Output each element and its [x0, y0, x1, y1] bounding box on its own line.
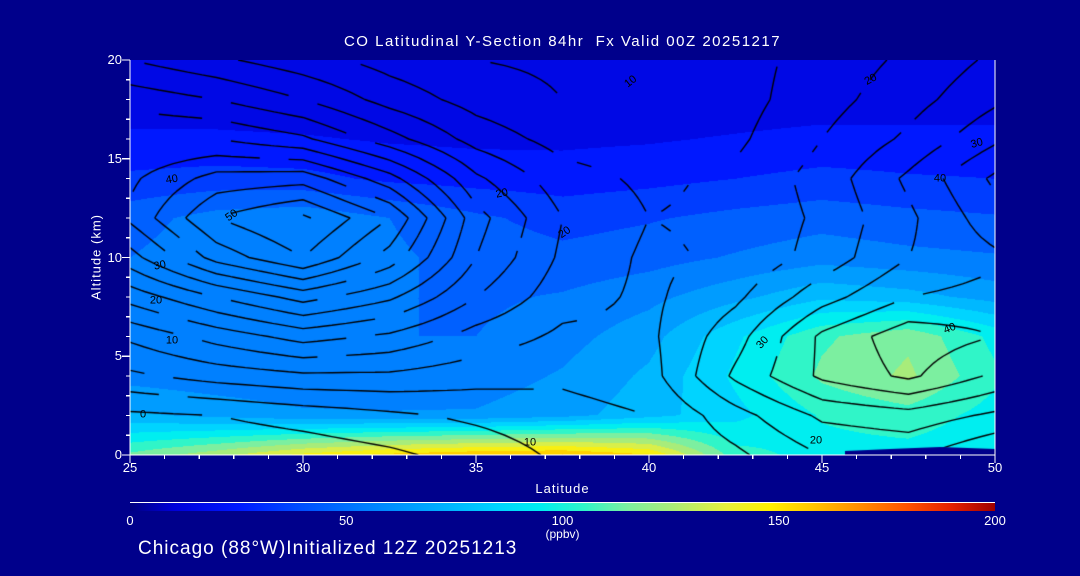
- colorbar-tick-label: 50: [339, 513, 354, 528]
- y-tick-label: 5: [114, 348, 122, 364]
- contour-label: 10: [523, 436, 537, 449]
- y-tick-label: 10: [107, 249, 122, 265]
- y-tick-label: 15: [107, 150, 122, 166]
- contour-label: 20: [809, 434, 823, 447]
- colorbar-units: (ppbv): [545, 527, 580, 541]
- x-tick-label: 25: [122, 460, 138, 475]
- y-tick-label: 0: [114, 447, 122, 462]
- colorbar-tick-label: 200: [984, 513, 1006, 528]
- contour-label: 40: [164, 172, 179, 187]
- x-tick-label: 50: [987, 460, 1003, 475]
- x-axis-title: Latitude: [535, 481, 590, 496]
- chart-title: CO Latitudinal Y-Section 84hr Fx Valid 0…: [343, 33, 782, 50]
- colorbar-tick-label: 150: [767, 513, 790, 528]
- contour-label: 10: [165, 334, 179, 347]
- footer-text: Chicago (88°W)Initialized 12Z 20251213: [138, 538, 518, 559]
- colorbar: [130, 502, 995, 511]
- contour-label: 0: [139, 408, 147, 421]
- colorbar-tick-label: 0: [126, 513, 134, 528]
- y-tick-label: 20: [107, 52, 122, 67]
- colorbar-tick-label: 100: [551, 513, 574, 528]
- x-tick-label: 45: [814, 460, 830, 475]
- cross-section-canvas: [130, 60, 995, 455]
- x-tick-label: 35: [468, 460, 484, 475]
- contour-label: 40: [933, 172, 947, 185]
- contour-label: 20: [149, 294, 163, 307]
- x-tick-label: 30: [295, 460, 311, 475]
- x-tick-label: 40: [641, 460, 657, 475]
